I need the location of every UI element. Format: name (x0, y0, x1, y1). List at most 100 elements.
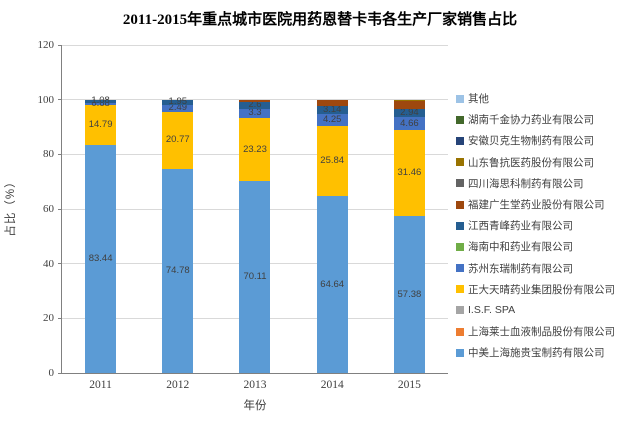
bar-slot-2015: 57.38 31.46 4.66 2.94 (371, 45, 448, 373)
legend-label: 正大天晴药业集团股份有限公司 (468, 283, 615, 296)
legend-swatch-icon (456, 285, 464, 294)
legend-item-3: 山东鲁抗医药股份有限公司 (456, 152, 640, 173)
legend-label: 湖南千金协力药业有限公司 (468, 114, 594, 127)
segment-2015 (393, 99, 425, 102)
legend-label: 四川海思科制药有限公司 (468, 177, 584, 190)
legend-label: 其他 (468, 93, 489, 106)
y-tick-mark (58, 44, 62, 46)
bar-2014: 64.64 25.84 4.25 3.14 (316, 45, 348, 373)
y-tick-mark (58, 99, 62, 101)
segment-2014 (316, 196, 348, 373)
y-tick-mark (58, 208, 62, 210)
segment-2012 (162, 168, 194, 373)
segment-2012 (162, 111, 194, 169)
segment-2014 (316, 105, 348, 115)
legend-swatch-icon (456, 94, 464, 103)
x-tick-label-2013: 2013 (243, 379, 267, 391)
bar-2013: 70.11 23.23 3.3 2.6 (239, 45, 271, 373)
y-axis-line (61, 45, 62, 374)
legend-item-6: 江西青峰药业有限公司 (456, 215, 640, 236)
segment-2012 (162, 99, 194, 106)
x-axis-line (58, 373, 448, 374)
segment-2014 (316, 114, 348, 126)
segment-2013 (239, 99, 271, 102)
gridline-100 (62, 99, 448, 101)
legend-label: 福建广生堂药业股份有限公司 (468, 199, 605, 212)
legend-label: 山东鲁抗医药股份有限公司 (468, 156, 594, 169)
legend-item-9: 正大天晴药业集团股份有限公司 (456, 279, 640, 300)
segment-2011 (85, 104, 117, 145)
legend-item-8: 苏州东瑞制药有限公司 (456, 258, 640, 279)
legend-item-0: 其他 (456, 88, 640, 109)
legend-item-2: 安徽贝克生物制药有限公司 (456, 130, 640, 151)
segment-2011 (85, 99, 117, 103)
segment-2013 (239, 101, 271, 109)
chart-title: 2011-2015年重点城市医院用药恩替卡韦各生产厂家销售占比 (122, 12, 518, 28)
x-tick-label-2014: 2014 (320, 379, 344, 391)
y-tick-label-100: 100 (37, 93, 55, 106)
y-tick-label-0: 0 (48, 367, 55, 379)
segment-2013 (239, 181, 271, 373)
segment-2012 (162, 105, 194, 112)
y-tick-mark (58, 153, 62, 155)
bar-2015: 57.38 31.46 4.66 2.94 (393, 45, 425, 373)
legend-item-10: I.S.F. SPA (456, 300, 640, 321)
gridline-120 (62, 44, 448, 46)
legend-label: 海南中和药业有限公司 (468, 241, 573, 254)
bar-2012: 74.78 20.77 2.49 1.95 (162, 45, 194, 373)
legend-swatch-icon (456, 348, 464, 357)
legend-label: 安徽贝克生物制药有限公司 (468, 135, 594, 148)
y-axis-title: 占比（%） (5, 175, 17, 237)
legend-item-7: 海南中和药业有限公司 (456, 236, 640, 257)
segment-2014 (316, 125, 348, 197)
x-tick-label-2011: 2011 (89, 379, 112, 391)
y-tick-label-20: 20 (43, 312, 54, 325)
legend-swatch-icon (456, 158, 464, 167)
segment-2015 (393, 109, 425, 118)
bar-slot-2014: 64.64 25.84 4.25 3.14 (294, 45, 371, 373)
plot-area: 83.44 14.79 0.68 1.08 74.78 20.77 2.49 1.95 70.1… (62, 44, 448, 373)
segment-2015 (393, 130, 425, 217)
segment-2011 (85, 144, 117, 373)
legend-item-1: 湖南千金协力药业有限公司 (456, 109, 640, 130)
segment-2011 (85, 102, 117, 105)
legend-item-4: 四川海思科制药有限公司 (456, 173, 640, 194)
y-tick-mark (58, 372, 62, 374)
segment-2013 (239, 117, 271, 182)
bar-2011: 83.44 14.79 0.68 1.08 (85, 45, 117, 373)
x-tick-label-2012: 2012 (166, 379, 190, 391)
x-tick-label-2015: 2015 (397, 379, 421, 391)
legend-swatch-icon (456, 115, 464, 124)
x-axis-title: 年份 (243, 400, 267, 412)
legend-swatch-icon (456, 179, 464, 188)
y-tick-label-60: 60 (43, 203, 54, 215)
bar-slot-2011: 83.44 14.79 0.68 1.08 (62, 45, 139, 373)
legend-item-11: 上海莱士血液制品股份有限公司 (456, 321, 640, 342)
legend-item-12: 中美上海施贵宝制药有限公司 (456, 342, 640, 363)
bar-slot-2012: 74.78 20.77 2.49 1.95 (139, 45, 216, 373)
legend-swatch-icon (456, 264, 464, 273)
legend-swatch-icon (456, 221, 464, 230)
legend-label: 苏州东瑞制药有限公司 (468, 262, 573, 275)
legend-swatch-icon (456, 242, 464, 251)
y-tick-label-80: 80 (43, 148, 54, 161)
y-tick-label-40: 40 (43, 257, 54, 270)
segment-2014 (316, 99, 348, 106)
legend-swatch-icon (456, 327, 464, 336)
bar-slot-2013: 70.11 23.23 3.3 2.6 (216, 45, 293, 373)
legend: 其他湖南千金协力药业有限公司 安徽贝克生物制药有限公司 山东鲁抗医药股份有限公司 四川… (456, 88, 640, 363)
y-tick-label-120: 120 (37, 39, 55, 51)
segment-2015 (393, 117, 425, 131)
y-tick-mark (58, 317, 62, 319)
segment-2015 (393, 101, 425, 110)
legend-label: 上海莱士血液制品股份有限公司 (468, 326, 615, 339)
legend-swatch-icon (456, 306, 464, 315)
segment-2015 (393, 216, 425, 373)
legend-label: 江西青峰药业有限公司 (468, 220, 573, 233)
legend-label: I.S.F. SPA (468, 304, 516, 317)
legend-swatch-icon (456, 200, 464, 209)
legend-swatch-icon (456, 136, 464, 145)
legend-label: 中美上海施贵宝制药有限公司 (468, 347, 605, 360)
y-tick-mark (58, 263, 62, 265)
